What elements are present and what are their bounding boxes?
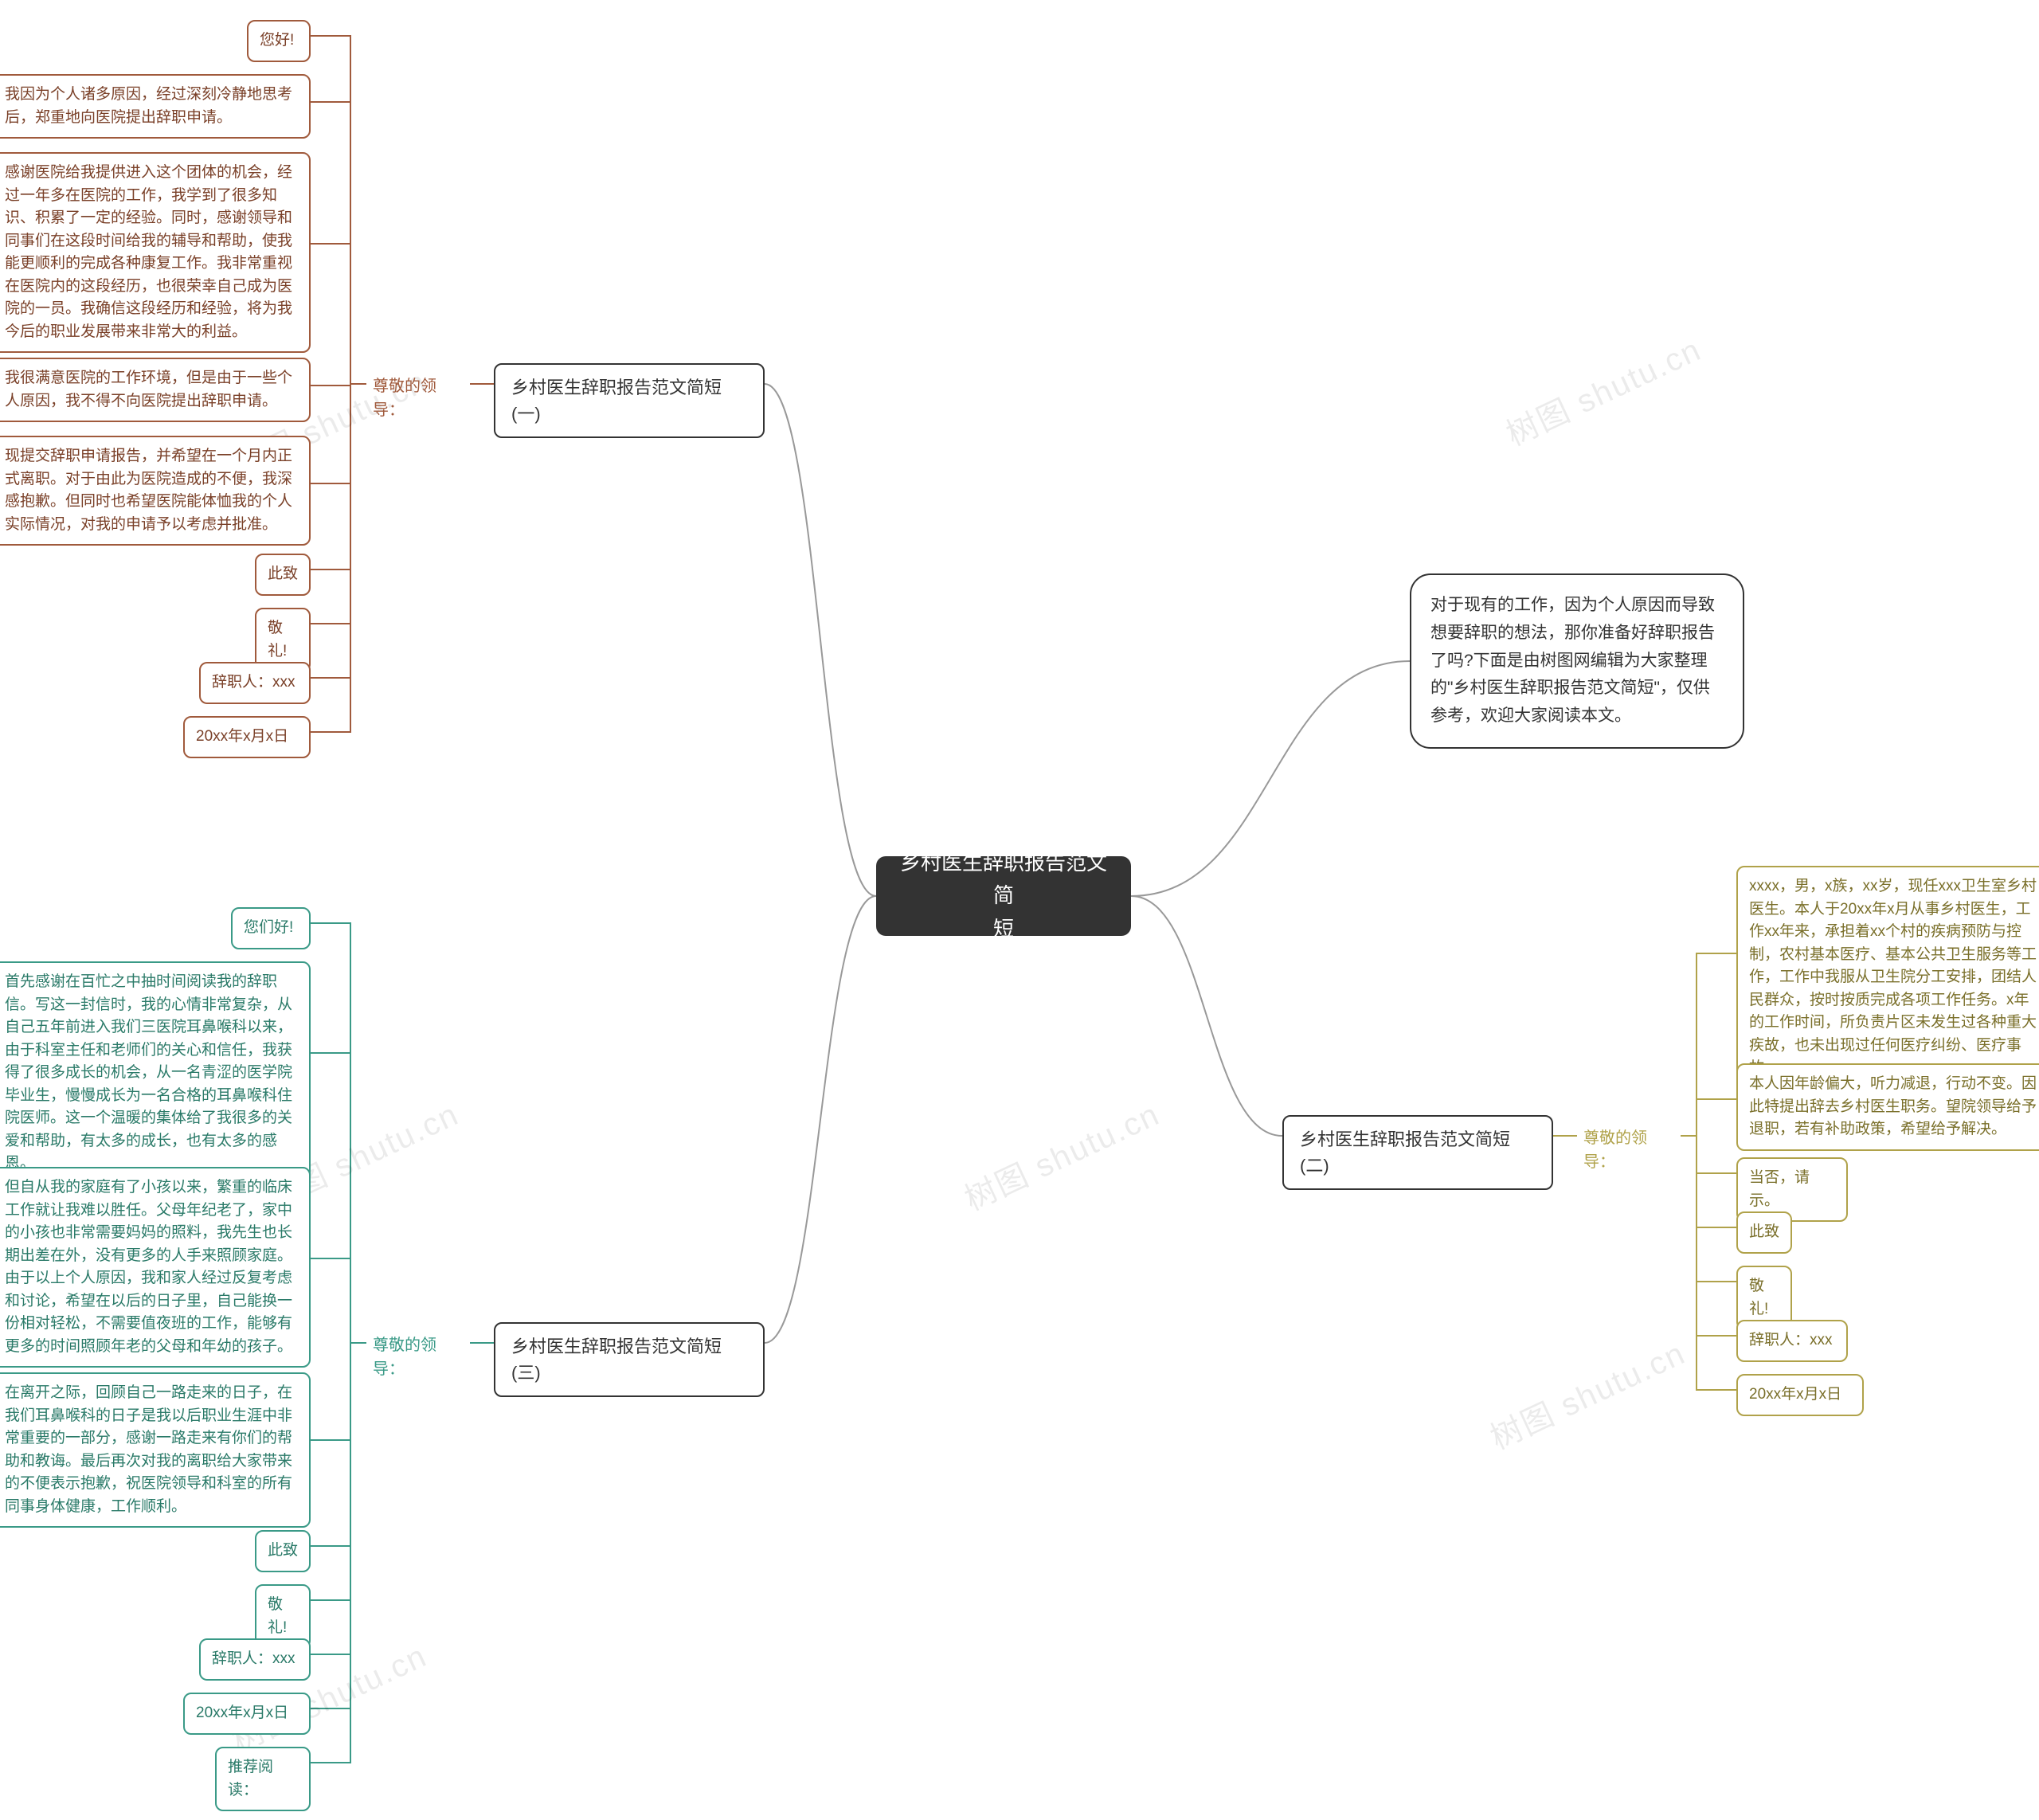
leaf-node: 我因为个人诸多原因，经过深刻冷静地思考后，郑重地向医院提出辞职申请。	[0, 74, 311, 139]
leaf-text: 此致	[1749, 1221, 1779, 1244]
leaf-node: xxxx，男，x族，xx岁，现任xxx卫生室乡村医生。本人于20xx年x月从事乡…	[1736, 866, 2039, 1090]
leaf-text: 此致	[268, 563, 298, 586]
leaf-text: 感谢医院给我提供进入这个团体的机会，经过一年多在医院的工作，我学到了很多知识、积…	[5, 162, 298, 343]
leaf-text: 推荐阅读：	[228, 1756, 298, 1802]
leaf-text: 辞职人：xxx	[212, 1648, 295, 1671]
leaf-text: 您好!	[260, 29, 294, 53]
leaf-node: 20xx年x月x日	[183, 716, 311, 758]
leaf-node: 感谢医院给我提供进入这个团体的机会，经过一年多在医院的工作，我学到了很多知识、积…	[0, 152, 311, 353]
leaf-text: 您们好!	[244, 917, 293, 940]
leaf-node: 您好!	[247, 20, 311, 62]
leaf-text: 敬礼!	[1749, 1275, 1779, 1321]
root-node: 乡村医生辞职报告范文简 短	[876, 856, 1131, 936]
leaf-text: 我很满意医院的工作环境，但是由于一些个人原因，我不得不向医院提出辞职申请。	[5, 367, 298, 413]
leaf-text: 首先感谢在百忙之中抽时间阅读我的辞职信。写这一封信时，我的心情非常复杂，从自己五…	[5, 971, 298, 1176]
branch-sublabel: 尊敬的领导：	[366, 1330, 470, 1384]
root-label: 乡村医生辞职报告范文简 短	[898, 847, 1109, 946]
branch-node-b1: 乡村医生辞职报告范文简短(一)	[494, 363, 765, 438]
watermark: 树图 shutu.cn	[1481, 1328, 1692, 1458]
leaf-text: 当否，请示。	[1749, 1167, 1835, 1212]
leaf-node: 此致	[1736, 1211, 1792, 1254]
leaf-node: 推荐阅读：	[215, 1747, 311, 1811]
leaf-text: 此致	[268, 1540, 298, 1563]
leaf-node: 此致	[255, 1530, 311, 1572]
leaf-text: 20xx年x月x日	[1749, 1384, 1841, 1407]
leaf-node: 您们好!	[231, 907, 311, 949]
leaf-text: 在离开之际，回顾自己一路走来的日子，在我们耳鼻喉科的日子是我以后职业生涯中非常重…	[5, 1382, 298, 1518]
branch-sublabel: 尊敬的领导：	[1577, 1123, 1681, 1177]
leaf-text: 但自从我的家庭有了小孩以来，繁重的临床工作就让我难以胜任。父母年纪老了，家中的小…	[5, 1176, 298, 1358]
leaf-node: 20xx年x月x日	[1736, 1374, 1864, 1416]
branch-label: 乡村医生辞职报告范文简短(三)	[511, 1333, 747, 1386]
leaf-node: 我很满意医院的工作环境，但是由于一些个人原因，我不得不向医院提出辞职申请。	[0, 358, 311, 422]
leaf-text: 20xx年x月x日	[196, 1702, 288, 1725]
leaf-text: 20xx年x月x日	[196, 726, 288, 749]
leaf-text: 敬礼!	[268, 1594, 298, 1639]
leaf-text: 辞职人：xxx	[1749, 1329, 1833, 1352]
leaf-text: 我因为个人诸多原因，经过深刻冷静地思考后，郑重地向医院提出辞职申请。	[5, 84, 298, 129]
branch-sublabel: 尊敬的领导：	[366, 371, 470, 425]
branch-label: 乡村医生辞职报告范文简短(二)	[1300, 1126, 1536, 1179]
leaf-node: 20xx年x月x日	[183, 1693, 311, 1735]
watermark: 树图 shutu.cn	[1497, 324, 1708, 455]
leaf-text: 辞职人：xxx	[212, 671, 295, 695]
leaf-text: 现提交辞职申请报告，并希望在一个月内正式离职。对于由此为医院造成的不便，我深感抱…	[5, 445, 298, 536]
branch-node-b3: 乡村医生辞职报告范文简短(三)	[494, 1322, 765, 1397]
branch-label: 对于现有的工作，因为个人原因而导致想要辞职的想法，那你准备好辞职报告了吗?下面是…	[1430, 592, 1724, 730]
leaf-node: 在离开之际，回顾自己一路走来的日子，在我们耳鼻喉科的日子是我以后职业生涯中非常重…	[0, 1372, 311, 1528]
branch-label: 乡村医生辞职报告范文简短(一)	[511, 374, 747, 427]
leaf-node: 辞职人：xxx	[1736, 1320, 1848, 1362]
leaf-node: 首先感谢在百忙之中抽时间阅读我的辞职信。写这一封信时，我的心情非常复杂，从自己五…	[0, 961, 311, 1185]
leaf-node: 本人因年龄偏大，听力减退，行动不变。因此特提出辞去乡村医生职务。望院领导给予退职…	[1736, 1063, 2039, 1151]
leaf-text: 本人因年龄偏大，听力减退，行动不变。因此特提出辞去乡村医生职务。望院领导给予退职…	[1749, 1073, 2039, 1141]
leaf-node: 辞职人：xxx	[199, 662, 311, 704]
leaf-node: 现提交辞职申请报告，并希望在一个月内正式离职。对于由此为医院造成的不便，我深感抱…	[0, 436, 311, 546]
leaf-node: 此致	[255, 554, 311, 596]
watermark: 树图 shutu.cn	[956, 1089, 1166, 1219]
branch-node-b2: 乡村医生辞职报告范文简短(二)	[1282, 1115, 1553, 1190]
leaf-text: xxxx，男，x族，xx岁，现任xxx卫生室乡村医生。本人于20xx年x月从事乡…	[1749, 875, 2039, 1080]
leaf-node: 但自从我的家庭有了小孩以来，繁重的临床工作就让我难以胜任。父母年纪老了，家中的小…	[0, 1167, 311, 1368]
leaf-node: 辞职人：xxx	[199, 1638, 311, 1681]
leaf-text: 敬礼!	[268, 617, 298, 663]
branch-node-intro: 对于现有的工作，因为个人原因而导致想要辞职的想法，那你准备好辞职报告了吗?下面是…	[1410, 573, 1744, 749]
